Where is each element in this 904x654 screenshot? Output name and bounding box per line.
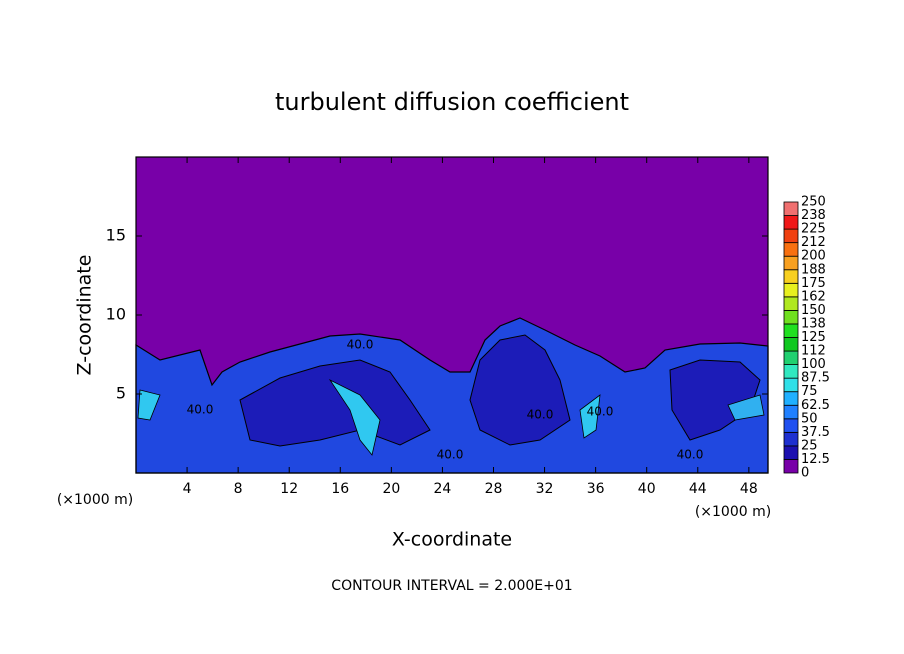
x-tick-label: 24: [434, 481, 452, 497]
colorbar-box: [783, 255, 799, 271]
contour-label: 40.0: [347, 338, 374, 352]
x-tick-label: 12: [280, 481, 298, 497]
colorbar-box: [783, 337, 799, 352]
colorbar-label: 188: [801, 262, 826, 277]
colorbar-box: [783, 269, 799, 284]
colorbar-box: [783, 445, 799, 460]
x-tick-label: 16: [331, 481, 349, 497]
x-tick-label: 28: [485, 481, 503, 497]
colorbar-label: 150: [801, 303, 826, 318]
colorbar-label: 100: [801, 357, 826, 372]
y-axis-label: Z-coordinate: [74, 255, 96, 376]
colorbar-label: 238: [801, 208, 826, 223]
colorbar-label: 25: [801, 438, 818, 453]
colorbar-label: 125: [801, 330, 826, 345]
colorbar-box: [783, 391, 799, 406]
bright-streak: [579, 394, 601, 439]
colorbar-label: 50: [801, 411, 818, 426]
colorbar-box: [783, 242, 799, 257]
y-tick-label: 5: [116, 384, 126, 403]
colorbar-box: [783, 350, 799, 365]
inner-layer: [469, 334, 571, 446]
contour-label: 40.0: [527, 408, 554, 422]
x-unit: (×1000 m): [57, 492, 133, 508]
contour-label: 40.0: [677, 448, 704, 462]
x-tick-label: 36: [587, 481, 605, 497]
colorbar-box: [783, 282, 799, 298]
x-axis-label: X-coordinate: [392, 529, 512, 551]
colorbar-box: [783, 228, 799, 244]
colorbar-label: 0: [801, 466, 809, 481]
y-tick-label: 10: [106, 305, 126, 324]
colorbar-box: [783, 404, 799, 420]
x-tick-label: 4: [183, 481, 192, 497]
footer-note: CONTOUR INTERVAL = 2.000E+01: [331, 578, 572, 594]
colorbar-label: 87.5: [801, 371, 830, 386]
colorbar-label: 112: [801, 344, 826, 359]
colorbar-box: [783, 364, 799, 379]
colorbar-label: 225: [801, 222, 826, 237]
colorbar-box: [783, 431, 799, 447]
colorbar-label: 62.5: [801, 398, 830, 413]
colorbar-box: [783, 201, 799, 216]
inner-layer: [239, 359, 431, 447]
x-tick-label: 32: [536, 481, 554, 497]
bright-streak: [328, 378, 381, 456]
bright-streak: [727, 394, 765, 421]
x-tick-label: 20: [382, 481, 400, 497]
colorbar-box: [783, 418, 799, 433]
colorbar-label: 12.5: [801, 452, 830, 467]
colorbar-box: [783, 296, 799, 311]
colorbar-label: 162: [801, 289, 826, 304]
x-tick-label: 8: [234, 481, 243, 497]
colorbar-label: 250: [801, 195, 826, 210]
contour-label: 40.0: [187, 403, 214, 417]
colorbar-label: 175: [801, 276, 826, 291]
colorbar-box: [783, 309, 799, 325]
contour-label: 40.0: [587, 405, 614, 419]
colorbar-box: [783, 323, 799, 338]
x-tick-label: 40: [638, 481, 656, 497]
x-tick-label: 44: [689, 481, 707, 497]
colorbar-box: [783, 377, 799, 393]
contour-label: 40.0: [437, 448, 464, 462]
x-tick-label: 48: [740, 481, 758, 497]
y-unit: (×1000 m): [695, 504, 771, 520]
chart-title: turbulent diffusion coefficient: [275, 88, 629, 116]
y-tick-label: 15: [106, 226, 126, 245]
colorbar-box: [783, 215, 799, 230]
plot-field: [135, 156, 769, 474]
colorbar-box: [783, 459, 799, 474]
colorbar-label: 37.5: [801, 425, 830, 440]
colorbar-label: 75: [801, 384, 818, 399]
colorbar-label: 212: [801, 235, 826, 250]
colorbar-label: 138: [801, 316, 826, 331]
bright-streak: [137, 389, 161, 421]
colorbar-label: 200: [801, 249, 826, 264]
